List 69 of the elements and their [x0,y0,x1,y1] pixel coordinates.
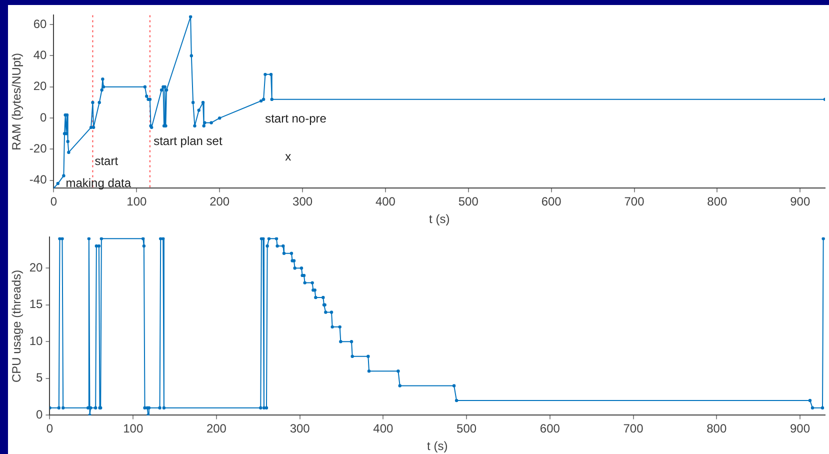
y-tick-label: 5 [36,370,44,385]
y-tick-label: -40 [29,172,48,187]
y-tick-label: 60 [33,16,48,31]
x-tick-label: 100 [126,194,148,209]
x-axis-title: t (s) [429,212,450,226]
x-tick-label: 800 [706,422,727,436]
x-tick-label: 900 [790,194,810,209]
point [100,88,104,92]
y-tick-label: 15 [29,297,44,312]
y-tick-label: 40 [33,48,48,62]
annotation: start no-pre [265,111,327,126]
point [56,182,60,186]
point [201,100,205,104]
point [66,140,70,144]
x-tick-label: 800 [707,194,728,209]
point [197,108,200,112]
x-tick-label: 700 [623,422,644,436]
point [102,85,106,88]
point [91,100,94,104]
x-tick-label: 900 [790,422,810,436]
point [92,126,96,130]
annotation: making data [66,176,132,190]
point [262,98,266,101]
annotation: start plan set [154,134,223,148]
point [160,88,164,92]
x-tick-label: 500 [456,422,477,436]
point [164,88,168,92]
x-tick-label: 100 [123,422,144,436]
x-tick-label: 400 [375,194,396,209]
point [218,116,222,120]
point [202,124,206,128]
x-tick-label: 300 [292,194,313,209]
y-axis-title: RAM (bytes/NUpt) [10,53,24,150]
y-tick-label: 10 [29,334,44,348]
point [143,85,147,88]
x-tick-label: 0 [50,194,58,209]
annotation: x [285,149,292,164]
y-tick-label: 0 [40,110,48,124]
point [270,98,274,101]
point [62,174,66,178]
x-axis-title: t (s) [427,439,448,454]
point [190,54,194,58]
x-tick-label: 200 [210,194,230,209]
y-tick-label: 20 [33,79,48,94]
point [203,121,206,124]
point [145,94,148,98]
point [98,100,101,104]
annotation: start [94,154,119,168]
x-tick-label: 600 [541,194,562,209]
y-axis-title: CPU usage (threads) [10,270,24,383]
point [259,99,263,103]
point [101,78,104,81]
x-tick-label: 400 [373,422,394,436]
y-tick-label: 20 [29,260,44,274]
y-tick-label: -20 [29,142,48,156]
point [89,126,93,130]
x-tick-label: 300 [290,422,310,436]
x-tick-label: 200 [206,422,227,436]
x-tick-label: 500 [458,194,479,209]
point [269,72,273,76]
y-tick-label: 0 [36,408,44,422]
point [191,100,195,104]
x-tick-label: 700 [624,194,645,209]
x-tick-label: 600 [540,422,560,436]
point [188,15,192,18]
point [210,121,213,124]
point [67,150,70,154]
point [193,124,196,128]
point [264,72,267,76]
